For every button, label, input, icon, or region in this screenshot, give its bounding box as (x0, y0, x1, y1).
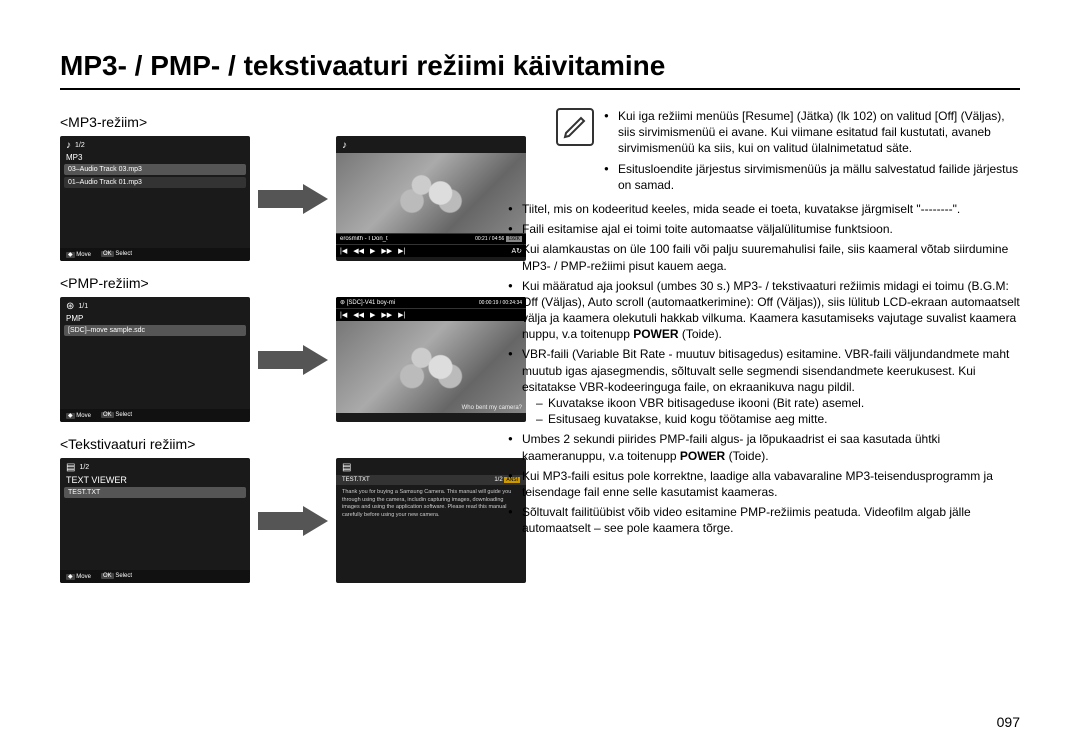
note-item: Kui määratud aja jooksul (umbes 30 s.) M… (508, 278, 1020, 343)
note-item: Kui iga režiimi menüüs [Resume] (Jätka) … (604, 108, 1020, 157)
list-item: [SDC]–move sample.sdc (64, 325, 246, 336)
note-icon (556, 108, 594, 146)
film-icon: ⊛ (340, 300, 345, 306)
page-number: 097 (997, 714, 1020, 730)
list-item: 01–Audio Track 01.mp3 (64, 177, 246, 188)
note-item: Kui alamkaustas on üle 100 faili või pal… (508, 241, 1020, 273)
text-label: <Tekstivaaturi režiim> (60, 436, 526, 452)
arrow-icon (258, 345, 328, 375)
pmp-row: ⊛ 1/1 PMP [SDC]–move sample.sdc ◆ Move O… (60, 297, 526, 422)
note-item: Faili esitamise ajal ei toimi toite auto… (508, 221, 1020, 237)
text-mode-name: TEXT VIEWER (66, 475, 127, 485)
move-label: Move (76, 413, 91, 419)
page-icon: ▤ (66, 462, 75, 473)
mp3-row: ♪ 1/2 MP3 03–Audio Track 03.mp3 01–Audio… (60, 136, 526, 261)
pmp-count: 1/1 (78, 303, 88, 310)
arrow-icon (258, 184, 328, 214)
pmp-play-screen: ⊛ [SDC]-V41 boy-mi 00:00:19 / 00:24:34 |… (336, 297, 526, 422)
notes-list-cont: Tiitel, mis on kodeeritud keeles, mida s… (508, 201, 1020, 537)
note-subitem: Kuvatakse ikoon VBR bitisageduse ikooni … (536, 395, 1020, 411)
page-icon: ▤ (342, 462, 351, 473)
note-item: Esitusloendite järjestus sirvimismenüüs … (604, 161, 1020, 193)
mp3-play-time: 00:21 / 04:56 (475, 236, 504, 242)
ok-label: OK (101, 573, 114, 579)
mp3-menu-screen: ♪ 1/2 MP3 03–Audio Track 03.mp3 01–Audio… (60, 136, 250, 261)
mp3-count: 1/2 (75, 142, 85, 149)
mp3-label: <MP3-režiim> (60, 114, 526, 130)
play-controls: |◀◀◀▶▶▶▶| A↻ (336, 244, 526, 257)
text-menu-screen: ▤ 1/2 TEXT VIEWER TEST.TXT ◆ Move OK Sel… (60, 458, 250, 583)
note-subitem: Esitusaeg kuvatakse, kuid kogu töötamise… (536, 411, 1020, 427)
list-item: TEST.TXT (64, 487, 246, 498)
music-icon: ♪ (342, 140, 347, 151)
play-controls: |◀◀◀▶▶▶▶| (336, 308, 526, 321)
mp3-play-title: erosmith - I Don_t (340, 236, 388, 242)
mp3-mode-name: MP3 (66, 153, 82, 162)
note-item: Tiitel, mis on kodeeritud keeles, mida s… (508, 201, 1020, 217)
ok-label: OK (101, 412, 114, 418)
ok-label: OK (101, 251, 114, 257)
select-label: Select (115, 412, 132, 418)
mp3-play-screen: ♪ erosmith - I Don_t 00:21 / 04:56192K |… (336, 136, 526, 261)
arrow-icon (258, 506, 328, 536)
move-label: Move (76, 252, 91, 258)
music-icon: ♪ (66, 140, 71, 151)
list-item: 03–Audio Track 03.mp3 (64, 164, 246, 175)
notes-list: Kui iga režiimi menüüs [Resume] (Jätka) … (604, 108, 1020, 197)
pmp-mode-name: PMP (66, 314, 83, 323)
pmp-play-title: [SDC]-V41 boy-mi (347, 300, 395, 306)
text-play-title: TEST.TXT (342, 477, 370, 483)
film-icon: ⊛ (66, 301, 74, 312)
pmp-menu-screen: ⊛ 1/1 PMP [SDC]–move sample.sdc ◆ Move O… (60, 297, 250, 422)
move-label: Move (76, 574, 91, 580)
text-body: Thank you for buying a Samsung Camera. T… (336, 485, 526, 524)
select-label: Select (115, 251, 132, 257)
note-item: Kui MP3-faili esitus pole korrektne, laa… (508, 468, 1020, 500)
select-label: Select (115, 573, 132, 579)
note-item: Umbes 2 sekundi piirides PMP-faili algus… (508, 431, 1020, 463)
note-item: Sõltuvalt failitüübist võib video esitam… (508, 504, 1020, 536)
text-play-screen: ▤ TEST.TXT 1/2 ANSI Thank you for buying… (336, 458, 526, 583)
text-row: ▤ 1/2 TEXT VIEWER TEST.TXT ◆ Move OK Sel… (60, 458, 526, 583)
note-item: VBR-faili (Variable Bit Rate - muutuv bi… (508, 346, 1020, 427)
text-page: 1/2 (494, 477, 502, 483)
text-count: 1/2 (79, 464, 89, 471)
pmp-label: <PMP-režiim> (60, 275, 526, 291)
page-title: MP3- / PMP- / tekstivaaturi režiimi käiv… (60, 50, 1020, 90)
